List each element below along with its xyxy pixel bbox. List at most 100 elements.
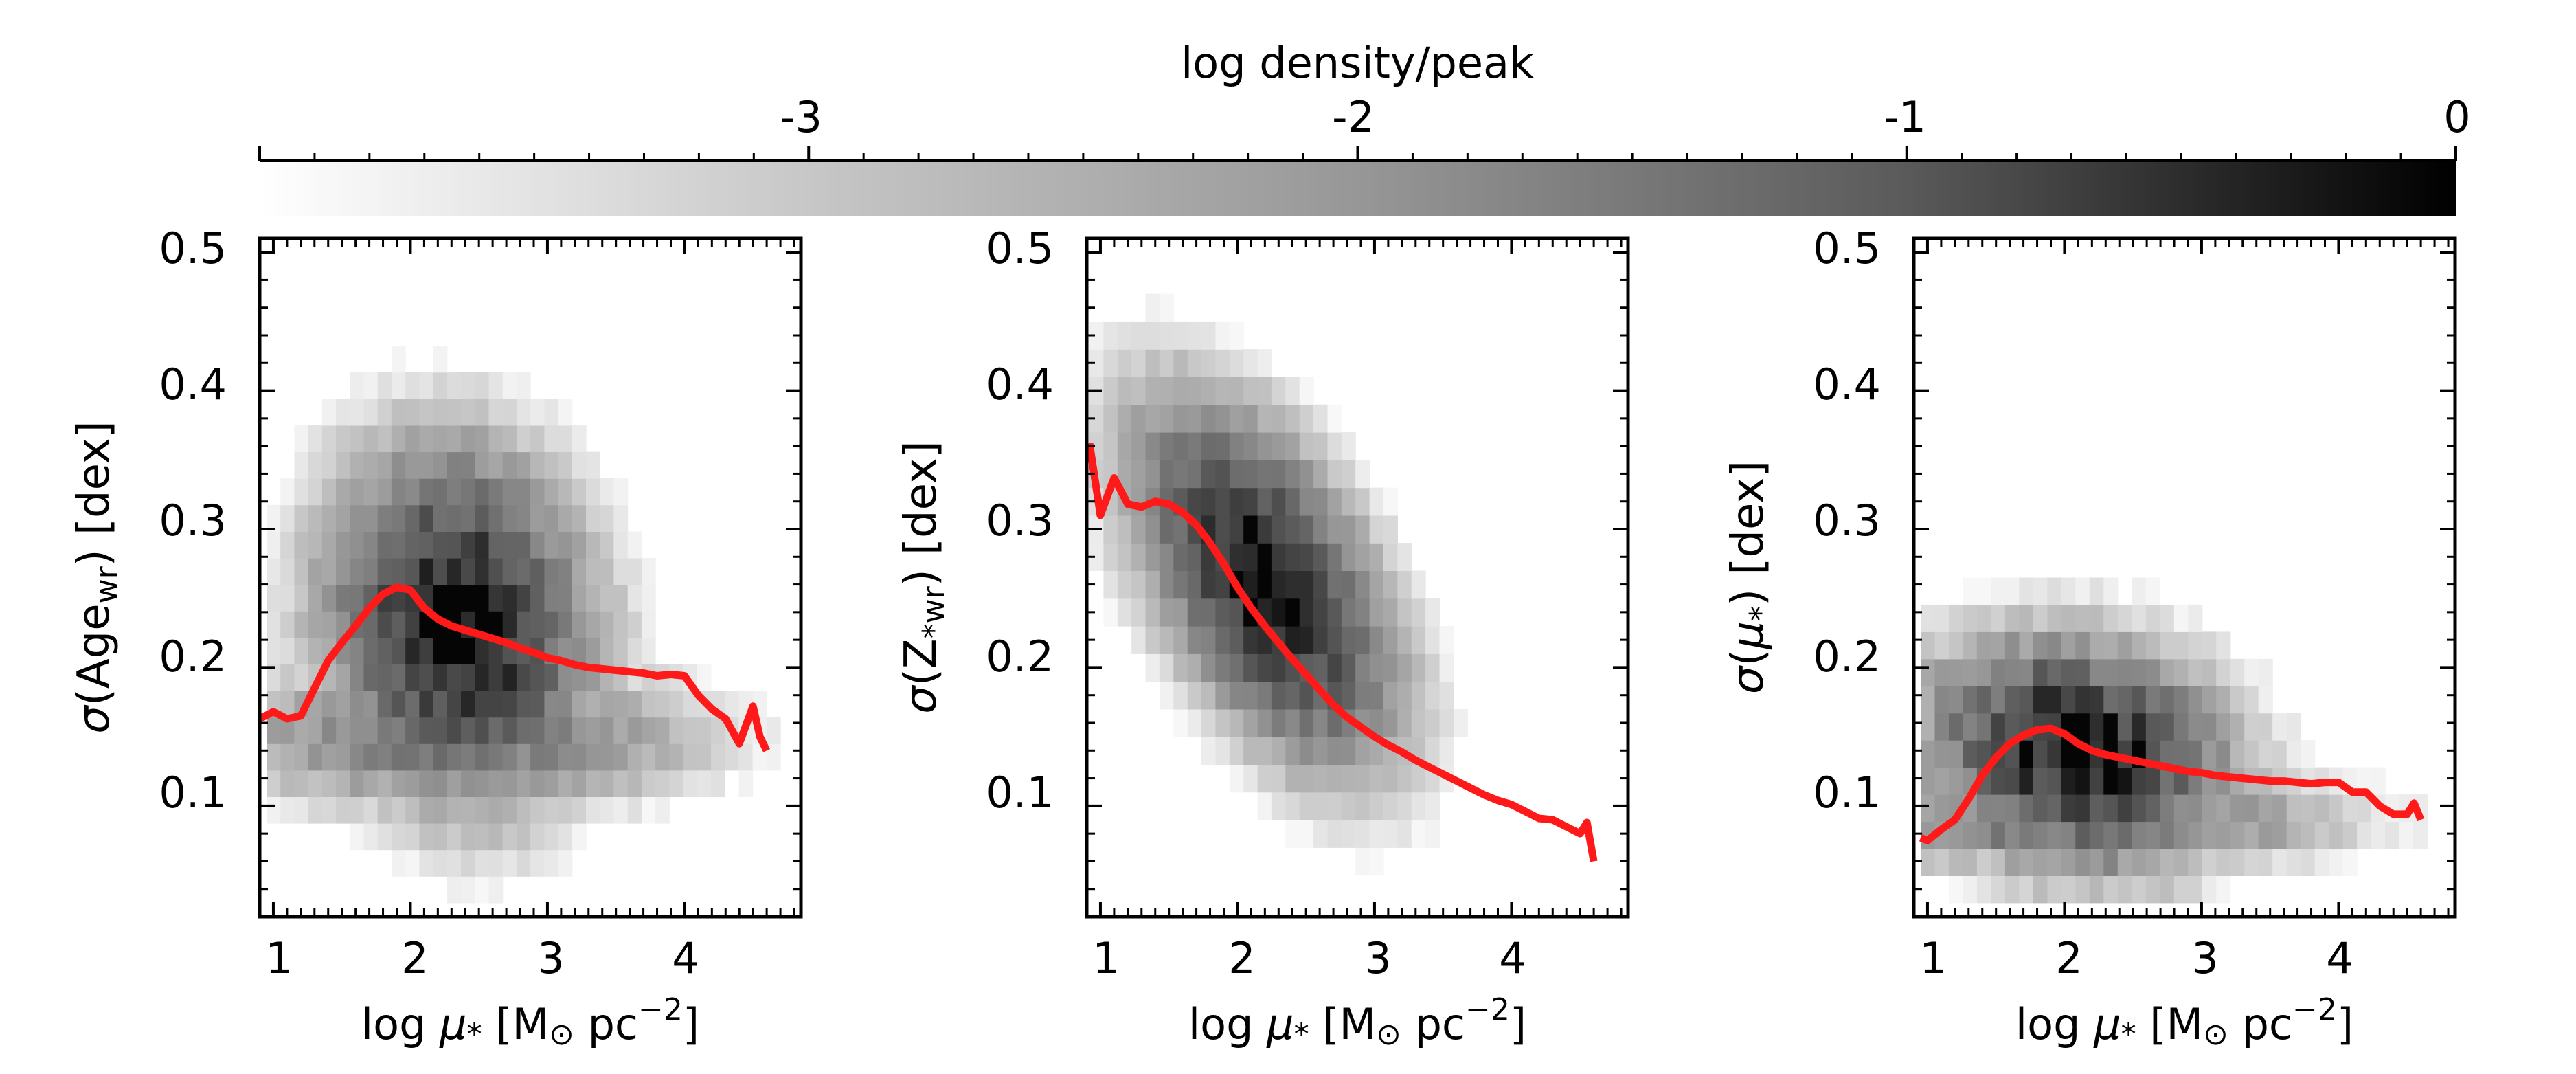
density-cell (419, 796, 434, 824)
density-cell (572, 558, 587, 585)
density-cell (600, 478, 614, 506)
density-cell (308, 796, 323, 824)
density-cell (308, 558, 323, 585)
density-cell (433, 372, 448, 399)
density-cell (558, 451, 573, 479)
density-cell (1355, 570, 1370, 599)
density-cell (308, 717, 323, 744)
density-cell (2216, 658, 2231, 686)
density-cell (336, 531, 350, 559)
density-cell (613, 611, 629, 638)
density-cell (516, 823, 531, 851)
density-cell (488, 399, 504, 426)
x-axis-label: log μ* [M⊙ pc−2] (361, 992, 699, 1052)
density-cell (2216, 875, 2231, 904)
density-cell (2160, 767, 2175, 795)
density-cell (1089, 404, 1104, 433)
density-cell (2075, 794, 2090, 823)
density-cell (1341, 820, 1356, 848)
density-cell (613, 478, 629, 506)
density-cell (1383, 626, 1398, 654)
density-cell (2019, 577, 2034, 605)
density-cell (1341, 764, 1356, 793)
x-tick-labels: 1 2 3 4 (1092, 933, 1526, 983)
density-cell (1991, 631, 2006, 660)
density-cell (2145, 686, 2160, 714)
density-cell (1949, 604, 1964, 632)
density-cell (267, 743, 281, 771)
density-cell (1355, 847, 1370, 876)
density-cell (502, 558, 517, 585)
density-cell (1369, 543, 1384, 571)
density-cell (1243, 653, 1258, 682)
density-cell (530, 796, 545, 824)
density-cell (1229, 708, 1244, 737)
density-cell (2047, 821, 2062, 849)
density-cell (2033, 631, 2048, 660)
density-cell (1313, 404, 1329, 433)
x-tick-labels: 1 2 3 4 (265, 933, 699, 983)
density-cell (2075, 713, 2090, 741)
density-cell (1976, 631, 1991, 660)
density-cell (2019, 821, 2034, 849)
density-cell (1215, 404, 1230, 433)
density-cell (1949, 849, 1964, 876)
density-cell (738, 743, 754, 771)
density-cell (1131, 404, 1146, 433)
density-cell (405, 372, 420, 399)
density-cell (1327, 432, 1342, 460)
density-cell (280, 691, 295, 718)
density-cell (294, 611, 309, 638)
density-cell (572, 425, 587, 453)
density-cell (516, 425, 531, 453)
density-cell (1355, 543, 1370, 571)
panel-metallicity-dispersion: 0.1 0.2 0.3 0.4 0.5 1 2 3 4 log μ* [M⊙ p… (896, 223, 1630, 1052)
density-cell (2075, 686, 2090, 714)
density-cell (1439, 681, 1454, 710)
density-cell (1271, 681, 1286, 710)
density-cell (350, 372, 365, 399)
density-cell (1369, 570, 1384, 599)
density-cell (391, 770, 406, 797)
density-cell (586, 796, 600, 824)
density-cell (627, 691, 642, 718)
density-cell (1257, 570, 1272, 599)
density-cell (1201, 626, 1216, 654)
density-cell (433, 664, 448, 691)
density-cell (2160, 849, 2175, 876)
density-cell (1383, 487, 1398, 516)
density-cell (294, 770, 309, 797)
density-cell (1229, 377, 1244, 405)
density-cell (1921, 849, 1936, 876)
density-cell (461, 691, 475, 718)
density-cell (405, 849, 420, 877)
density-cell (1991, 849, 2006, 876)
density-cell (1145, 432, 1160, 460)
density-cell (1145, 377, 1160, 405)
density-cell (2202, 713, 2217, 741)
density-cell (1145, 460, 1160, 489)
density-cell (447, 743, 462, 771)
density-cell (377, 399, 392, 426)
density-cell (1313, 487, 1329, 516)
density-cell (613, 637, 629, 664)
density-cell (1215, 321, 1230, 350)
density-cell (2314, 794, 2329, 823)
density-cell (363, 796, 379, 824)
density-cell (502, 770, 517, 797)
density-cell (613, 691, 629, 718)
density-cell (321, 451, 337, 479)
density-cell (1327, 487, 1342, 516)
density-cell (586, 558, 600, 585)
density-cell (1949, 658, 1964, 686)
density-cell (1313, 626, 1329, 654)
density-cell (1299, 681, 1314, 710)
density-cell (377, 770, 392, 797)
density-cell (1145, 598, 1160, 627)
density-cell (447, 691, 462, 718)
density-cell (1355, 764, 1370, 793)
density-cell (1299, 404, 1314, 433)
density-cell (1921, 686, 1936, 714)
density-cell (1341, 543, 1356, 571)
density-cell (2033, 875, 2048, 904)
